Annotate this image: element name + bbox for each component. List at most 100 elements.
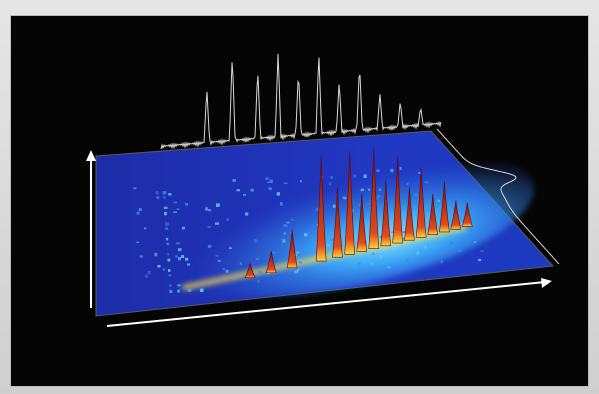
speckle-dot	[156, 196, 160, 199]
speckle-dot	[168, 274, 172, 277]
speckle-dot	[215, 254, 219, 257]
speckle-dot	[136, 241, 140, 244]
speckle-dot	[314, 271, 317, 274]
projection-group	[160, 53, 560, 265]
speckle-dot	[232, 179, 237, 182]
speckle-dot	[455, 229, 460, 233]
speckle-dot	[367, 188, 371, 191]
speckle-dot	[184, 257, 189, 261]
chart-panel	[11, 16, 588, 386]
speckle-dot	[242, 194, 246, 196]
peak-1	[315, 155, 327, 262]
speckle-dot	[215, 203, 220, 207]
speckle-dot	[333, 204, 336, 208]
speckle-dot	[164, 211, 167, 216]
speckle-dot	[207, 208, 212, 212]
speckle-dot	[165, 227, 169, 230]
speckle-dot	[173, 211, 177, 213]
speckle-dot	[144, 227, 147, 230]
speckle-dot	[328, 182, 332, 186]
speckle-dot	[245, 212, 249, 216]
speckle-dot	[145, 274, 148, 278]
speckle-dot	[360, 188, 364, 192]
speckle-dot	[286, 221, 290, 224]
surface-plot	[86, 53, 560, 327]
peak-6	[380, 181, 392, 247]
top-projection-trace	[160, 53, 442, 150]
data-marks-group	[244, 147, 473, 279]
speckle-dot	[342, 196, 347, 199]
peak-15	[265, 251, 277, 274]
peak-16	[244, 263, 256, 279]
speckle-dot	[175, 242, 180, 245]
speckle-dot	[283, 232, 287, 235]
speckle-dot	[387, 266, 391, 269]
peak-4	[356, 193, 368, 252]
speckle-dot	[166, 243, 170, 245]
speckle-dot	[298, 261, 302, 264]
speckle-dot	[138, 208, 142, 212]
speckle-dot	[254, 239, 258, 243]
speckle-dot	[225, 269, 229, 273]
speckle-dot	[177, 289, 180, 293]
speckle-dot	[402, 231, 406, 234]
peak-14	[286, 229, 298, 269]
speckle-dot	[440, 235, 443, 238]
speckle-dot	[169, 284, 172, 287]
peak-5	[368, 147, 380, 249]
speckle-dot	[406, 182, 409, 186]
speckle-dot	[315, 207, 319, 212]
speckle-dot	[282, 239, 286, 243]
speckle-dot	[276, 192, 280, 196]
peak-3	[344, 151, 356, 255]
peak-2	[332, 187, 343, 258]
speckle-dot	[236, 189, 240, 192]
speckle-dot	[416, 251, 419, 255]
speckle-dot	[390, 168, 394, 173]
speckle-dot	[449, 241, 454, 245]
speckle-dot	[163, 196, 166, 199]
speckle-dot	[157, 264, 161, 268]
speckle-dot	[250, 188, 254, 192]
x-axis-arrowhead	[541, 278, 552, 288]
speckle-dot	[139, 255, 143, 258]
speckle-dot	[279, 202, 283, 206]
speckle-dot	[297, 268, 300, 272]
speckle-dot	[214, 222, 219, 225]
speckle-dot	[303, 233, 308, 237]
speckle-dot	[363, 174, 367, 179]
speckle-dot	[299, 180, 303, 183]
speckle-dot	[368, 202, 372, 205]
speckle-dot	[207, 244, 212, 248]
speckle-dot	[162, 191, 167, 195]
speckle-dot	[167, 253, 170, 256]
speckle-dot	[330, 238, 335, 242]
speckle-dot	[222, 268, 225, 271]
speckle-dot	[351, 209, 354, 213]
speckle-dot	[358, 203, 362, 207]
peak-10	[427, 193, 439, 235]
peak-9	[415, 167, 427, 238]
speckle-dot	[414, 193, 418, 196]
speckle-dot	[480, 250, 484, 252]
speckle-dot	[353, 174, 357, 178]
speckle-dot	[272, 251, 276, 254]
speckle-dot	[344, 198, 347, 201]
speckle-dot	[267, 272, 271, 275]
speckle-dot	[437, 199, 441, 202]
speckle-dot	[269, 179, 273, 184]
axes-group	[86, 150, 552, 327]
speckle-dot	[257, 279, 260, 283]
peak-13	[461, 202, 473, 227]
speckle-dot	[177, 256, 181, 261]
speckle-dot	[291, 218, 294, 221]
speckle-dot	[147, 270, 151, 275]
speckle-dot	[155, 191, 159, 195]
speckle-dot	[177, 284, 181, 287]
speckle-dot	[168, 193, 172, 196]
speckle-dot	[473, 241, 477, 243]
speckle-dot	[173, 201, 177, 204]
speckle-dot	[398, 245, 402, 249]
speckle-dot	[168, 269, 171, 272]
speckle-dot	[289, 231, 293, 234]
